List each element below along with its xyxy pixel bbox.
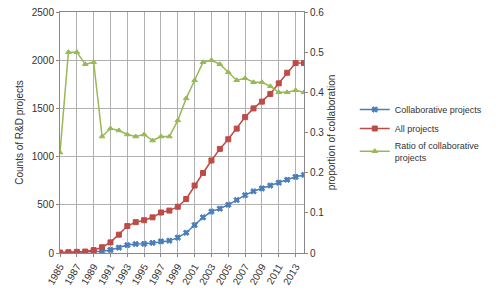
svg-text:1989: 1989	[79, 262, 100, 287]
svg-text:1991: 1991	[96, 262, 117, 287]
svg-text:1500: 1500	[32, 103, 55, 114]
svg-text:Collaborative projects: Collaborative projects	[395, 105, 482, 115]
svg-text:Ratio of collaborativeprojects: Ratio of collaborativeprojects	[395, 141, 479, 163]
svg-text:2000: 2000	[32, 55, 55, 66]
svg-text:2500: 2500	[32, 7, 55, 18]
svg-text:2013: 2013	[281, 262, 302, 287]
svg-text:1993: 1993	[113, 262, 134, 287]
svg-text:1987: 1987	[62, 262, 83, 287]
svg-text:2005: 2005	[214, 262, 235, 287]
svg-text:2003: 2003	[197, 262, 218, 287]
svg-text:2009: 2009	[247, 262, 268, 287]
svg-text:1000: 1000	[32, 151, 55, 162]
svg-text:1999: 1999	[163, 262, 184, 287]
svg-text:1995: 1995	[130, 262, 151, 287]
svg-text:All projects: All projects	[395, 124, 440, 134]
svg-text:0.4: 0.4	[310, 87, 324, 98]
svg-text:0.3: 0.3	[310, 127, 324, 138]
svg-text:0.1: 0.1	[310, 207, 324, 218]
svg-text:2001: 2001	[180, 262, 201, 287]
svg-text:0: 0	[310, 248, 316, 259]
svg-text:0.6: 0.6	[310, 7, 324, 18]
svg-text:2007: 2007	[231, 262, 252, 287]
svg-text:1985: 1985	[45, 262, 66, 287]
svg-text:0.5: 0.5	[310, 47, 324, 58]
svg-text:0.2: 0.2	[310, 167, 324, 178]
svg-text:500: 500	[37, 199, 54, 210]
svg-text:1997: 1997	[146, 262, 167, 287]
svg-text:0: 0	[48, 248, 54, 259]
svg-text:proportion of collaboration: proportion of collaboration	[326, 75, 337, 191]
svg-text:2011: 2011	[265, 262, 285, 287]
svg-text:Counts of R&D projects: Counts of R&D projects	[14, 80, 25, 185]
